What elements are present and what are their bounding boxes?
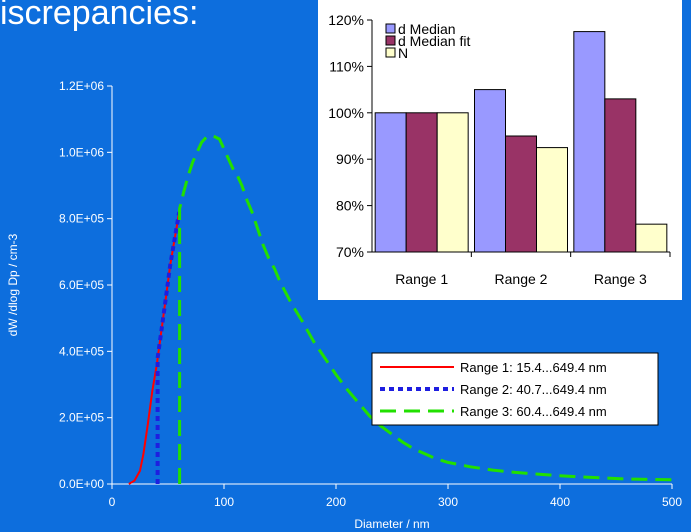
y-tick-label: 2.0E+05 (59, 411, 104, 425)
x-tick-label: 500 (662, 495, 682, 509)
x-tick-label: 200 (326, 495, 346, 509)
inset-bar (573, 31, 606, 253)
main-series (128, 134, 673, 485)
median-comparison-chart: 70% 80% 90% 100% 110% 120% Range 1 Range 2 Range… (318, 0, 682, 300)
slide-heading: iscrepancies: (0, 0, 199, 32)
inset-axes: 70% 80% 90% 100% 110% 120% Range 1 Range 2 Range… (328, 12, 671, 287)
inset-bar (505, 135, 537, 253)
y-tick-label: 0.0E+00 (59, 477, 104, 491)
legend-label: Range 1: 15.4...649.4 nm (460, 360, 607, 375)
x-tick-label: 300 (438, 495, 458, 509)
inset-legend-swatch (385, 47, 396, 58)
inset-legend-swatch (385, 35, 396, 46)
inset-y-tick-label: 80% (336, 198, 364, 214)
y-tick-label: 1.0E+06 (59, 145, 104, 159)
legend-label: Range 3: 60.4...649.4 nm (460, 404, 607, 419)
inset-bar (536, 147, 568, 253)
inset-x-tick-label: Range 3 (594, 271, 647, 287)
inset-legend-swatch (385, 23, 396, 34)
inset-y-tick-label: 120% (328, 12, 364, 28)
series-line (128, 211, 181, 485)
inset-x-tick-label: Range 1 (395, 271, 448, 287)
inset-y-tick-label: 70% (336, 244, 364, 260)
y-tick-label: 4.0E+05 (59, 344, 104, 358)
inset-legend-label: d Median fit (398, 33, 470, 49)
x-tick-label: 0 (109, 495, 116, 509)
inset-y-tick-label: 90% (336, 151, 364, 167)
y-tick-label: 6.0E+05 (59, 278, 104, 292)
legend-label: Range 2: 40.7...649.4 nm (460, 382, 607, 397)
inset-bar (436, 112, 469, 253)
inset-legend-label: d Median (398, 21, 456, 37)
inset-y-tick-label: 100% (328, 105, 364, 121)
y-tick-label: 1.2E+06 (59, 79, 104, 93)
inset-bar (604, 98, 637, 253)
x-tick-label: 400 (550, 495, 570, 509)
inset-bar (474, 89, 506, 253)
series-line (155, 211, 182, 484)
series-line (178, 134, 673, 484)
inset-bars (374, 31, 668, 253)
inset-y-tick-label: 110% (329, 58, 364, 74)
inset-legend-label: N (398, 45, 408, 61)
inset-bar (405, 112, 438, 253)
x-axis-title: Diameter / nm (354, 517, 429, 531)
inset-bar (374, 112, 407, 253)
inset-bar (635, 223, 668, 253)
main-axes: 0.0E+00 2.0E+05 4.0E+05 6.0E+05 8.0E+05 1.0E+… (59, 79, 682, 509)
y-tick-label: 8.0E+05 (59, 212, 104, 226)
y-axis-title: dW /dlog Dp / cm-3 (6, 233, 20, 336)
x-tick-label: 100 (214, 495, 234, 509)
main-legend: Range 1: 15.4...649.4 nm Range 2: 40.7...… (371, 352, 659, 426)
inset-x-tick-label: Range 2 (495, 271, 548, 287)
